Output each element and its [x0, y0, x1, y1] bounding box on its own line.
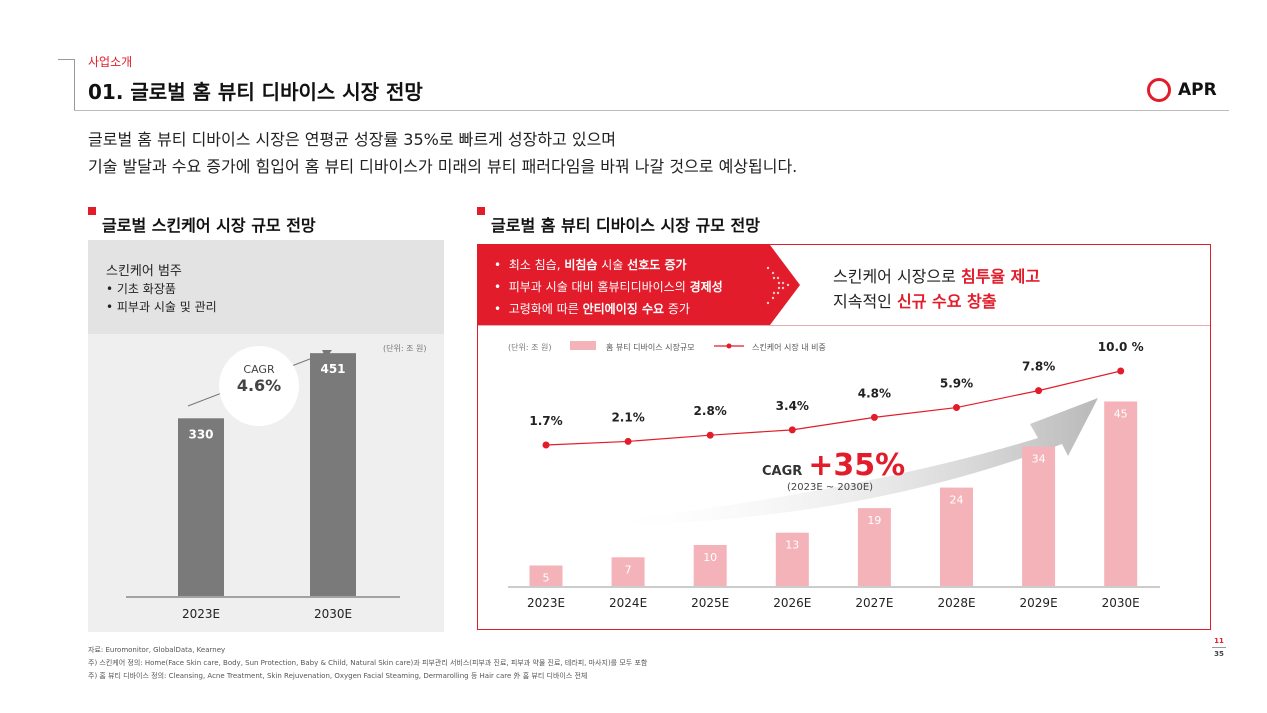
device-bar-value: 24: [950, 494, 964, 507]
header-rule-bottom: [74, 110, 1229, 111]
right-cagr-period: (2023E ~ 2030E): [787, 482, 874, 493]
device-bar: [1104, 401, 1138, 586]
share-label: 7.8%: [1022, 360, 1055, 374]
category-item: • 기초 화장품: [106, 282, 176, 296]
left-cagr-value: 4.6%: [236, 376, 282, 395]
dotted-chevron-icon: [766, 266, 790, 305]
right-panel: [477, 244, 1211, 630]
share-label: 2.1%: [611, 410, 644, 424]
footer-note-2: 주) 홈 뷰티 디바이스 정의: Cleansing, Acne Treatme…: [88, 672, 588, 680]
left-chart: 330 2023E 451 2030E: [126, 350, 400, 621]
device-bar-value: 45: [1114, 408, 1128, 421]
right-x-tick-label: 2024E: [609, 596, 647, 610]
header-rule-left: [58, 59, 75, 60]
left-x-tick-label: 2030E: [314, 607, 352, 621]
device-bar-value: 7: [625, 563, 632, 576]
conclusion-line-1: 스킨케어 시장으로 침투율 제고: [833, 267, 1041, 286]
footer-source: 자료: Euromonitor, GlobalData, Kearney: [88, 646, 226, 654]
share-point: [870, 413, 878, 421]
chevron-arrow-icon: [770, 245, 800, 325]
left-bar-value: 451: [320, 362, 345, 376]
logo-ring-icon: [1147, 78, 1171, 102]
right-x-tick-label: 2023E: [527, 596, 565, 610]
share-point: [542, 441, 550, 449]
panel-divider: [478, 325, 1210, 326]
device-bar: [611, 557, 645, 586]
device-bar-value: 5: [543, 572, 550, 585]
share-label: 3.4%: [776, 399, 809, 413]
cagr-callout: CAGR +35%: [762, 448, 905, 483]
device-bar-value: 10: [703, 551, 717, 564]
share-point: [953, 404, 960, 412]
page-number-current: 11: [1214, 637, 1224, 645]
right-x-tick-label: 2030E: [1102, 596, 1140, 610]
legend-bar-swatch: [570, 341, 596, 350]
page-number-divider: [1212, 647, 1226, 648]
share-label: 4.8%: [858, 386, 891, 400]
share-point: [1117, 367, 1125, 375]
drivers-box: [478, 245, 770, 325]
right-x-tick-label: 2025E: [691, 596, 729, 610]
share-point: [624, 437, 632, 445]
left-cagr-badge: [219, 346, 299, 426]
apr-logo: APR: [1147, 78, 1217, 102]
left-section-heading: 글로벌 스킨케어 시장 규모 전망: [102, 216, 316, 235]
page-title: 01. 글로벌 홈 뷰티 디바이스 시장 전망: [88, 80, 423, 104]
share-label: 1.7%: [529, 414, 562, 428]
share-line: [545, 370, 1121, 446]
right-section-heading: 글로벌 홈 뷰티 디바이스 시장 규모 전망: [491, 216, 760, 235]
footer-note-1: 주) 스킨케어 정의: Home(Face Skin care, Body, S…: [88, 659, 648, 667]
driver-bullet-3: • 고령화에 따른 안티에이징 수요 증가: [494, 302, 690, 316]
driver-bullet-1: • 최소 침습, 비침습 시술 선호도 증가: [494, 258, 687, 272]
left-bar-value: 330: [188, 427, 213, 441]
left-unit-label: (단위: 조 원): [383, 344, 427, 353]
share-point: [706, 431, 714, 439]
intro-line-1: 글로벌 홈 뷰티 디바이스 시장은 연평균 성장률 35%로 빠르게 성장하고 …: [88, 130, 617, 149]
section-label: 사업소개: [88, 55, 133, 69]
share-label: 5.9%: [940, 377, 973, 391]
right-x-tick-label: 2026E: [773, 596, 811, 610]
legend-bar-label: 홈 뷰티 디바이스 시장규모: [606, 343, 695, 352]
right-chart: 5 2023E 7 2024E 10 2025E 13 2026E 19 2027E 24 2028E…: [508, 340, 1160, 610]
device-bar-value: 34: [1032, 453, 1046, 466]
category-title: 스킨케어 범주: [106, 264, 182, 279]
share-point: [788, 426, 796, 434]
share-point: [1035, 387, 1043, 395]
section-marker: [88, 207, 96, 215]
header-rule-vertical: [74, 59, 75, 111]
device-bar: [529, 565, 563, 586]
intro-line-2: 기술 발달과 수요 증가에 힘입어 홈 뷰티 디바이스가 미래의 뷰티 패러다임…: [88, 157, 798, 176]
right-x-tick-label: 2029E: [1020, 596, 1058, 610]
section-marker: [477, 207, 485, 215]
right-unit-label: (단위: 조 원): [508, 343, 552, 352]
logo-text: APR: [1178, 80, 1217, 100]
right-x-tick-label: 2027E: [855, 596, 893, 610]
device-bar: [1022, 446, 1056, 586]
share-label: 10.0 %: [1098, 340, 1144, 354]
right-cagr-label: CAGR: [762, 464, 803, 479]
legend-line-label: 스킨케어 시장 내 비중: [752, 343, 826, 352]
right-x-tick-label: 2028E: [937, 596, 975, 610]
left-bar: [178, 418, 224, 596]
device-bar: [775, 532, 809, 586]
device-bar: [857, 508, 891, 586]
skincare-category-box: [88, 240, 444, 334]
device-bar: [940, 487, 973, 586]
left-cagr-label: CAGR: [243, 363, 275, 376]
category-item: • 피부과 시술 및 관리: [106, 300, 217, 314]
conclusion-line-2: 지속적인 신규 수요 창출: [833, 292, 997, 311]
driver-bullet-2: • 피부과 시술 대비 홈뷰티디바이스의 경제성: [494, 280, 723, 294]
device-bar-value: 19: [867, 514, 881, 527]
left-x-tick-label: 2023E: [182, 607, 220, 621]
left-bar: [310, 353, 356, 596]
legend-line-swatch: [714, 343, 744, 349]
page-number-total: 35: [1214, 650, 1224, 658]
share-label: 2.8%: [694, 404, 727, 418]
device-bar: [693, 545, 727, 586]
growth-arrow: [598, 398, 1098, 526]
device-bar-value: 13: [785, 539, 799, 552]
right-cagr-value: +35%: [808, 448, 906, 483]
